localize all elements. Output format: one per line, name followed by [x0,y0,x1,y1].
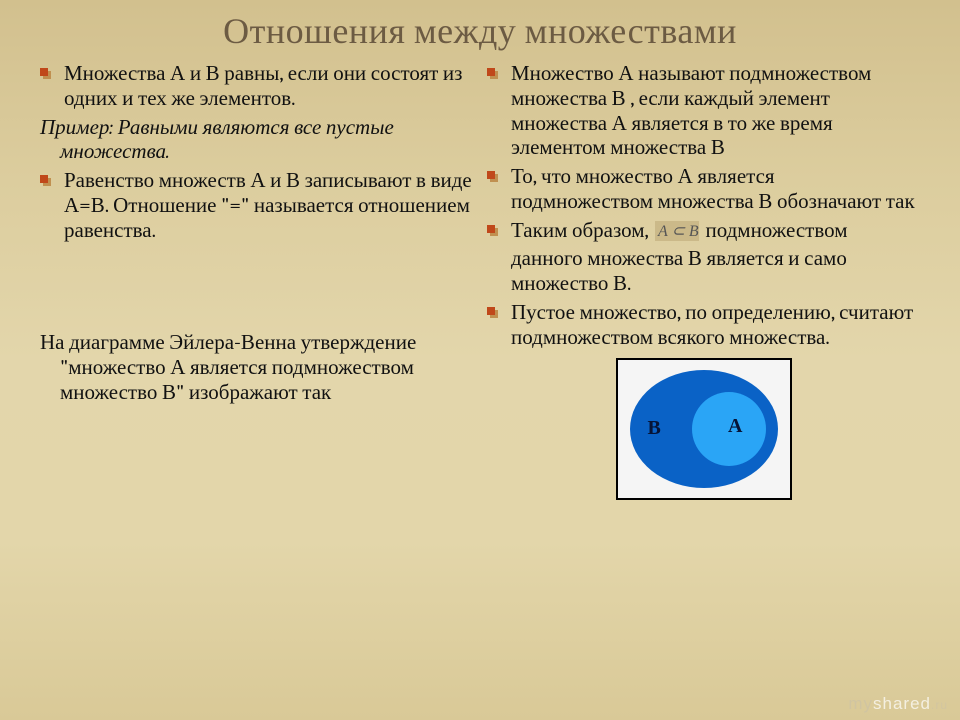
watermark: myshared.ru [848,694,948,714]
paragraph-example: Пример: Равными являются все пустые множ… [40,116,473,166]
bullet-text: Пустое множество, по определению, считаю… [511,301,920,351]
subset-formula-image: A ⊂ B [655,221,699,248]
slide-root: Отношения между множествами Множества А … [0,0,960,720]
right-column: Множество А называют подмножеством множе… [487,62,920,500]
venn-diagram: B A [616,358,792,500]
paragraph-venn: На диаграмме Эйлера-Венна утверждение "м… [40,331,473,405]
bullet-item: Таким образом, A ⊂ B подмножеством данно… [487,219,920,297]
watermark-part: .ru [931,698,948,712]
text-fragment: Таким образом, [511,219,653,243]
watermark-part: my [848,694,873,713]
bullet-item: Множество А называют подмножеством множе… [487,62,920,161]
bullet-item: Равенство множеств А и В записывают в ви… [40,169,473,243]
watermark-part: shared [873,694,931,713]
venn-label-a: A [728,415,742,439]
bullet-item: Пустое множество, по определению, считаю… [487,301,920,351]
bullet-item: Множества А и В равны, если они состоят … [40,62,473,112]
bullet-text-with-formula: Таким образом, A ⊂ B подмножеством данно… [511,219,920,297]
bullet-icon [487,307,505,351]
svg-text:A ⊂ B: A ⊂ B [657,223,699,240]
venn-label-b: B [648,417,661,441]
left-column: Множества А и В равны, если они состоят … [40,62,473,500]
bullet-text: Множество А называют подмножеством множе… [511,62,920,161]
venn-diagram-container: B A [487,358,920,500]
bullet-icon [487,225,505,297]
bullet-icon [487,171,505,215]
bullet-icon [487,68,505,161]
bullet-text: Множества А и В равны, если они состоят … [64,62,473,112]
content-columns: Множества А и В равны, если они состоят … [40,62,920,500]
bullet-icon [40,175,58,243]
slide-title: Отношения между множествами [40,10,920,52]
bullet-text: Равенство множеств А и В записывают в ви… [64,169,473,243]
bullet-text: То, что множество А является подмножеств… [511,165,920,215]
bullet-item: То, что множество А является подмножеств… [487,165,920,215]
bullet-icon [40,68,58,112]
